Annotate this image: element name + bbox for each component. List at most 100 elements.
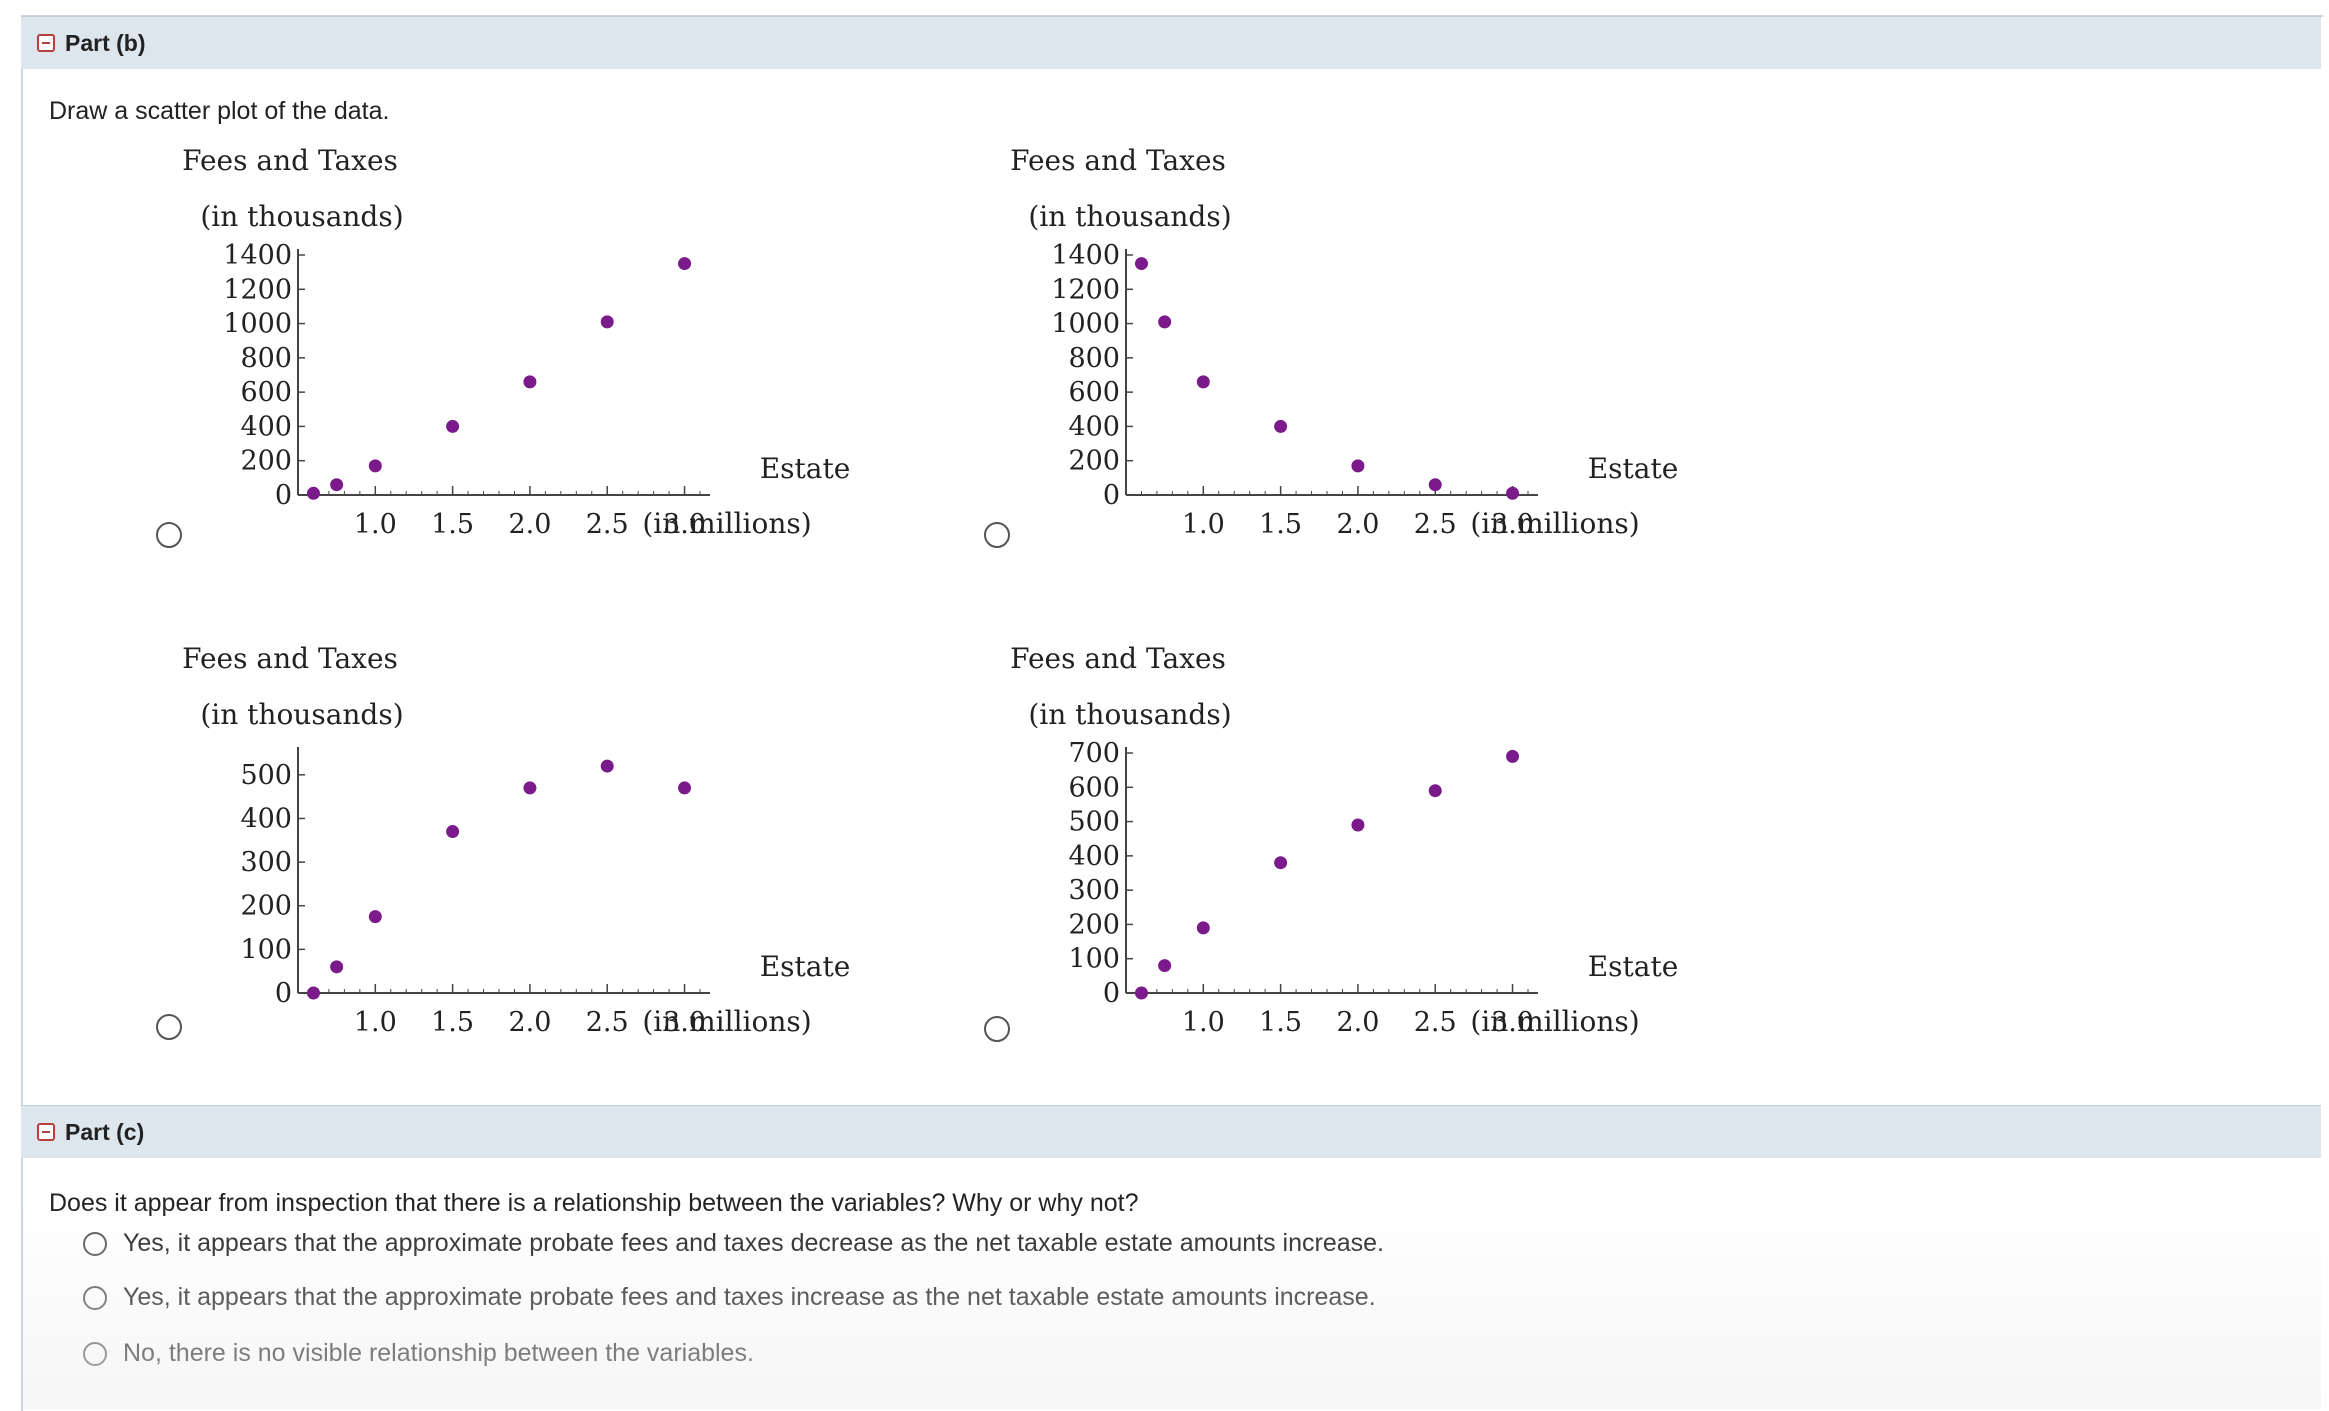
- part-c-title: Part (c): [65, 1118, 145, 1145]
- y-tick-label: 400: [1068, 841, 1120, 872]
- answer-option-3[interactable]: No, there is no visible relationship bet…: [83, 1339, 754, 1368]
- scatter-plot-4: Fees and Taxes (in thousands) 1.0 1.5 2.0 2.5…: [998, 638, 1818, 1058]
- scatter-point: [1158, 315, 1172, 329]
- x-axis-title: Estate: [760, 452, 851, 485]
- y-axis-title: Fees and Taxes: [182, 144, 398, 177]
- scatter-plot-3: Fees and Taxes (in thousands) 1.0 1.5 2.0 2.5…: [170, 638, 990, 1058]
- scatter-point: [1158, 959, 1172, 973]
- scatter-plot-2: Fees and Taxes (in thousands) 1.0 1.5 2.0 2.5…: [998, 140, 1818, 560]
- y-axis-units: (in thousands): [1028, 200, 1231, 233]
- question-panel: [21, 15, 2323, 1411]
- x-tick-label: 2.5: [586, 1007, 629, 1038]
- y-tick-label: 1400: [223, 240, 292, 271]
- scatter-point: [600, 759, 614, 773]
- x-tick-label: 3.0: [1491, 509, 1534, 540]
- y-axis-title: Fees and Taxes: [182, 642, 398, 675]
- answer-radio[interactable]: [83, 1341, 107, 1366]
- x-tick-label: 1.5: [431, 1007, 474, 1038]
- part-b-header[interactable]: Part (b): [21, 16, 2321, 69]
- x-tick-label: 2.0: [1336, 509, 1379, 540]
- y-tick-label: 600: [240, 377, 292, 408]
- x-tick-label: 1.0: [1182, 509, 1225, 540]
- y-tick-label: 100: [1068, 944, 1120, 975]
- y-tick-label: 400: [240, 803, 292, 834]
- y-tick-label: 800: [240, 343, 292, 374]
- x-tick-label: 1.0: [354, 1007, 397, 1038]
- part-b-prompt: Draw a scatter plot of the data.: [49, 97, 390, 125]
- y-tick-label: 200: [240, 446, 292, 477]
- answer-radio[interactable]: [83, 1285, 107, 1310]
- answer-radio[interactable]: [83, 1231, 107, 1256]
- scatter-point: [446, 825, 460, 839]
- x-tick-label: 2.0: [508, 1007, 551, 1038]
- y-tick-label: 1000: [223, 309, 292, 340]
- y-tick-label: 0: [275, 978, 292, 1009]
- scatter-point: [1506, 486, 1520, 500]
- plot-option-radio-2[interactable]: [984, 522, 1010, 548]
- scatter-point: [368, 459, 382, 473]
- scatter-point: [1274, 419, 1288, 433]
- scatter-point: [306, 486, 320, 500]
- x-tick-label: 2.5: [586, 509, 629, 540]
- scatter-point: [523, 781, 537, 795]
- y-tick-label: 1200: [1051, 274, 1120, 305]
- plot-option-radio-4[interactable]: [984, 1016, 1010, 1042]
- scatter-point: [523, 375, 537, 389]
- y-tick-label: 500: [1068, 807, 1120, 838]
- x-axis-units: (in millions): [1470, 507, 1639, 540]
- scatter-plot-svg: Fees and Taxes (in thousands) 1.0 1.5 2.0 2.5…: [182, 642, 850, 1038]
- x-tick-label: 1.5: [1259, 509, 1302, 540]
- y-tick-label: 1400: [1051, 240, 1120, 271]
- answer-option-2[interactable]: Yes, it appears that the approximate pro…: [83, 1283, 1376, 1312]
- y-axis-title: Fees and Taxes: [1010, 144, 1226, 177]
- x-axis-units: (in millions): [1470, 1005, 1639, 1038]
- part-b-title: Part (b): [65, 29, 146, 56]
- scatter-point: [1196, 921, 1210, 935]
- y-axis-units: (in thousands): [1028, 698, 1231, 731]
- scatter-point: [600, 315, 614, 329]
- answer-label: Yes, it appears that the approximate pro…: [123, 1229, 1384, 1257]
- x-tick-label: 2.0: [1336, 1007, 1379, 1038]
- answer-label: No, there is no visible relationship bet…: [123, 1339, 754, 1367]
- y-tick-label: 200: [240, 891, 292, 922]
- x-axis-units: (in millions): [642, 1005, 811, 1038]
- collapse-icon[interactable]: [37, 34, 55, 52]
- x-tick-label: 2.5: [1414, 1007, 1457, 1038]
- scatter-point: [330, 478, 344, 492]
- scatter-point: [678, 781, 692, 795]
- scatter-point: [306, 986, 320, 1000]
- scatter-plot-svg: Fees and Taxes (in thousands) 1.0 1.5 2.0 2.5…: [1010, 642, 1679, 1038]
- answer-option-1[interactable]: Yes, it appears that the approximate pro…: [83, 1229, 1384, 1258]
- scatter-point: [1196, 375, 1210, 389]
- y-tick-label: 0: [1103, 978, 1120, 1009]
- plot-option-radio-3[interactable]: [156, 1014, 182, 1040]
- y-tick-label: 1000: [1051, 309, 1120, 340]
- plot-option-radio-1[interactable]: [156, 522, 182, 548]
- y-axis-title: Fees and Taxes: [1010, 642, 1226, 675]
- x-tick-label: 2.5: [1414, 509, 1457, 540]
- x-axis-title: Estate: [1588, 452, 1679, 485]
- x-axis-units: (in millions): [642, 507, 811, 540]
- scatter-point: [1134, 257, 1148, 271]
- scatter-plot-svg: Fees and Taxes (in thousands) 1.0 1.5 2.0 2.5…: [182, 144, 851, 540]
- x-tick-label: 3.0: [663, 509, 706, 540]
- x-tick-label: 1.0: [354, 509, 397, 540]
- x-tick-label: 3.0: [1491, 1007, 1534, 1038]
- y-tick-label: 200: [1068, 446, 1120, 477]
- y-tick-label: 500: [240, 760, 292, 791]
- y-tick-label: 300: [240, 847, 292, 878]
- x-axis-title: Estate: [1588, 950, 1679, 983]
- x-tick-label: 3.0: [663, 1007, 706, 1038]
- scatter-point: [1274, 856, 1288, 870]
- part-c-header[interactable]: Part (c): [21, 1105, 2321, 1158]
- y-tick-label: 100: [240, 934, 292, 965]
- scatter-point: [446, 419, 460, 433]
- y-tick-label: 600: [1068, 772, 1120, 803]
- scatter-point: [1351, 459, 1365, 473]
- part-c-question: Does it appear from inspection that ther…: [49, 1189, 1139, 1217]
- y-tick-label: 1200: [223, 274, 292, 305]
- collapse-icon[interactable]: [37, 1123, 55, 1141]
- y-axis-units: (in thousands): [200, 200, 403, 233]
- y-axis-units: (in thousands): [200, 698, 403, 731]
- scatter-plot-1: Fees and Taxes (in thousands) 1.0 1.5 2.0 2.5…: [170, 140, 990, 560]
